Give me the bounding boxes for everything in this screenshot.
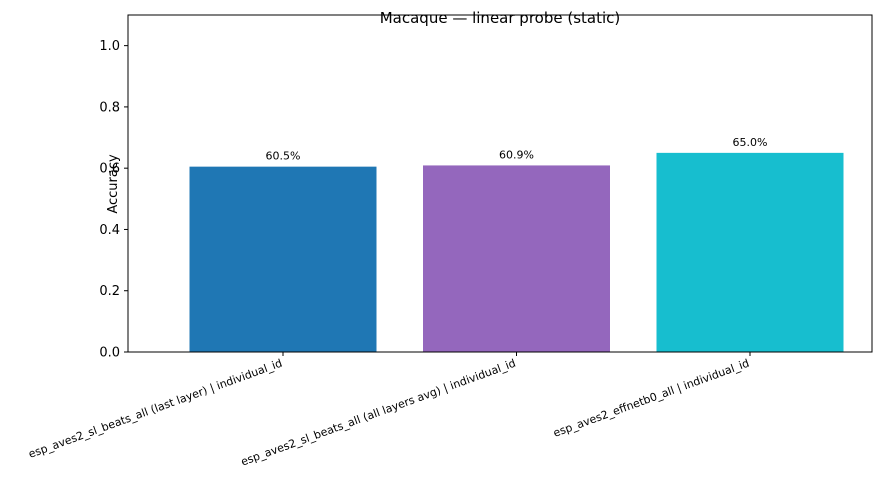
x-tick-label: esp_aves2_sl_beats_all (last layer) | in… bbox=[27, 357, 284, 461]
bar bbox=[656, 152, 844, 352]
x-tick-label: esp_aves2_effnetb0_all | individual_id bbox=[552, 357, 752, 440]
y-axis-label: Accuracy bbox=[106, 154, 121, 214]
y-tick-label: 1.0 bbox=[99, 39, 120, 54]
x-tick-label: esp_aves2_sl_beats_all (all layers avg) … bbox=[239, 357, 517, 469]
y-tick-label: 0.6 bbox=[99, 162, 120, 177]
chart-title: Macaque — linear probe (static) bbox=[380, 9, 621, 27]
y-tick-label: 0.0 bbox=[99, 346, 120, 361]
y-tick-label: 0.2 bbox=[99, 284, 120, 299]
value-label: 60.9% bbox=[499, 148, 534, 161]
y-tick-label: 0.4 bbox=[99, 223, 120, 238]
bar bbox=[423, 165, 610, 352]
bar bbox=[189, 166, 377, 352]
value-label: 60.5% bbox=[266, 150, 301, 163]
value-label: 65.0% bbox=[733, 136, 768, 149]
plot-frame bbox=[127, 14, 873, 353]
y-tick-label: 0.8 bbox=[99, 100, 120, 115]
